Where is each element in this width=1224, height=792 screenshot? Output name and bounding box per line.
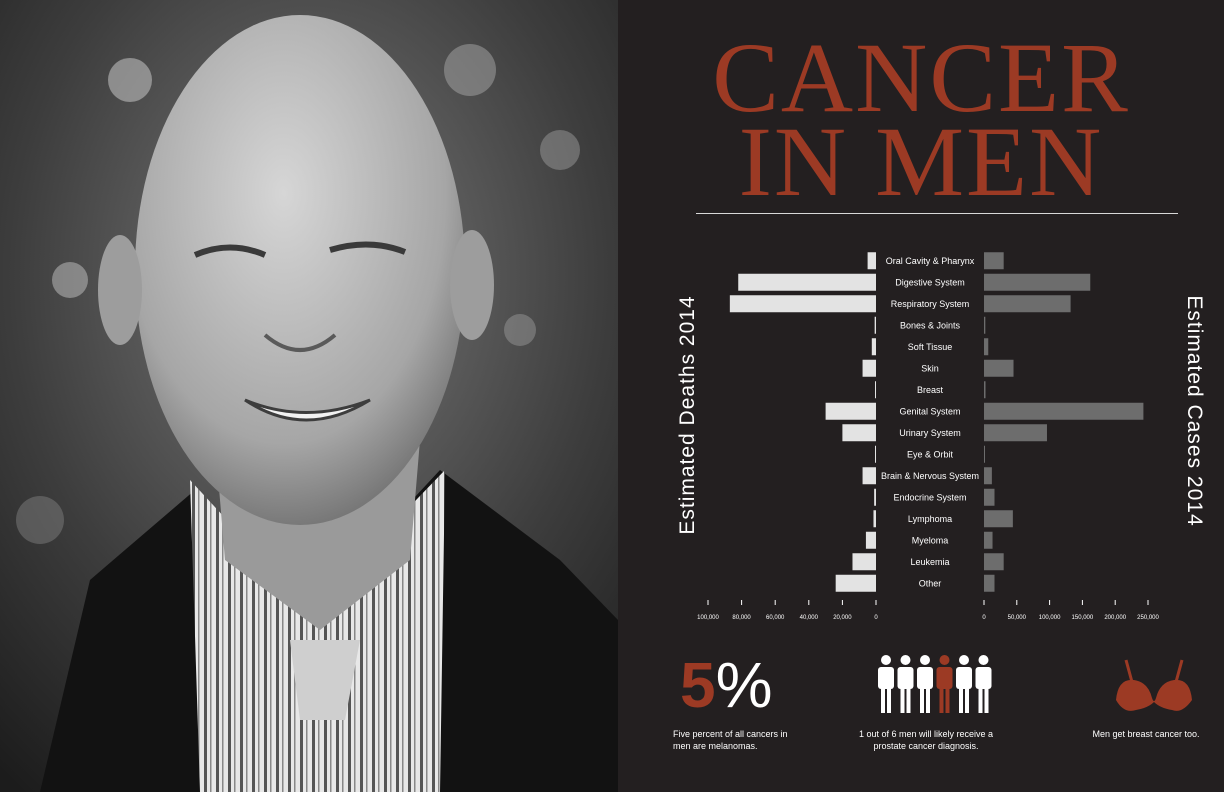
category-label: Genital System <box>899 406 960 416</box>
right-tick-label: 150,000 <box>1072 615 1094 621</box>
deaths-bar <box>865 531 876 549</box>
right-axis-label: Estimated Cases 2014 <box>1183 295 1206 527</box>
person-icon <box>917 655 933 713</box>
deaths-bar <box>875 445 876 463</box>
deaths-bar <box>842 424 876 442</box>
left-axis-label: Estimated Deaths 2014 <box>676 295 699 535</box>
category-label: Brain & Nervous System <box>881 471 979 481</box>
deaths-bar <box>874 488 876 506</box>
category-label: Oral Cavity & Pharynx <box>886 256 975 266</box>
title-line-2: IN MEN <box>738 106 1104 217</box>
cases-bar <box>984 510 1013 528</box>
cases-bar <box>984 574 995 592</box>
cases-bar <box>984 445 985 463</box>
cases-bar <box>984 295 1071 313</box>
left-tick-label: 20,000 <box>833 615 852 621</box>
cases-bar <box>984 381 986 399</box>
people-icon-row <box>878 655 992 713</box>
deaths-bar <box>825 402 876 420</box>
category-label: Soft Tissue <box>908 342 953 352</box>
deaths-bar <box>729 295 876 313</box>
category-label: Leukemia <box>910 557 949 567</box>
left-tick-label: 60,000 <box>766 615 785 621</box>
melanoma-number: 5 <box>680 649 716 721</box>
deaths-bar <box>835 574 876 592</box>
bra-icon <box>1116 659 1192 711</box>
right-tick-label: 0 <box>982 615 986 621</box>
cases-bar <box>984 316 986 334</box>
deaths-bar <box>874 316 876 334</box>
left-tick-label: 100,000 <box>697 615 719 621</box>
melanoma-caption: Five percent of all cancers in men are m… <box>673 729 788 751</box>
category-label: Myeloma <box>912 535 949 545</box>
category-label: Urinary System <box>899 428 961 438</box>
person-icon <box>878 655 894 713</box>
cases-bar <box>984 252 1004 270</box>
deaths-bar <box>867 252 876 270</box>
butterfly-bar-chart: Oral Cavity & Pharynx Digestive System Res… <box>697 252 1160 621</box>
deaths-bar <box>738 273 876 291</box>
info-panel: CANCER IN MEN Oral Cavity & Pharynx Diges… <box>618 0 1224 792</box>
category-label: Digestive System <box>895 277 965 287</box>
portrait-photo <box>0 0 618 792</box>
deaths-bar <box>862 467 876 485</box>
cases-bar <box>984 488 995 506</box>
person-icon-highlighted <box>936 655 953 713</box>
cases-bar <box>984 359 1014 377</box>
deaths-bar <box>875 381 876 399</box>
category-label: Breast <box>917 385 944 395</box>
title-line-1: CANCER <box>712 22 1130 133</box>
category-label: Lymphoma <box>908 514 952 524</box>
cases-bar <box>984 553 1004 571</box>
right-tick-label: 100,000 <box>1039 615 1061 621</box>
left-tick-label: 80,000 <box>732 615 751 621</box>
category-label: Endocrine System <box>893 492 966 502</box>
cases-bar <box>984 273 1091 291</box>
deaths-bar <box>862 359 876 377</box>
melanoma-stat: 5% <box>680 650 773 720</box>
cases-bar <box>984 531 993 549</box>
cases-bar <box>984 424 1047 442</box>
prostate-caption: 1 out of 6 men will likely receive a pro… <box>858 729 994 751</box>
person-icon <box>956 655 972 713</box>
category-label: Eye & Orbit <box>907 449 954 459</box>
category-label: Other <box>919 578 942 588</box>
cases-bar <box>984 467 992 485</box>
right-tick-label: 200,000 <box>1104 615 1126 621</box>
deaths-bar <box>852 553 876 571</box>
title-divider <box>696 213 1178 214</box>
category-label: Skin <box>921 363 939 373</box>
person-icon <box>897 655 914 713</box>
breast-caption: Men get breast cancer too. <box>1092 729 1200 739</box>
deaths-bar <box>873 510 876 528</box>
left-tick-label: 0 <box>874 615 878 621</box>
left-tick-label: 40,000 <box>800 615 819 621</box>
cases-bar <box>984 402 1144 420</box>
right-tick-label: 250,000 <box>1137 615 1159 621</box>
right-tick-label: 50,000 <box>1008 615 1027 621</box>
cases-bar <box>984 338 989 356</box>
category-label: Respiratory System <box>891 299 970 309</box>
person-icon <box>975 655 992 713</box>
melanoma-unit: % <box>715 649 773 721</box>
category-label: Bones & Joints <box>900 320 961 330</box>
deaths-bar <box>871 338 876 356</box>
